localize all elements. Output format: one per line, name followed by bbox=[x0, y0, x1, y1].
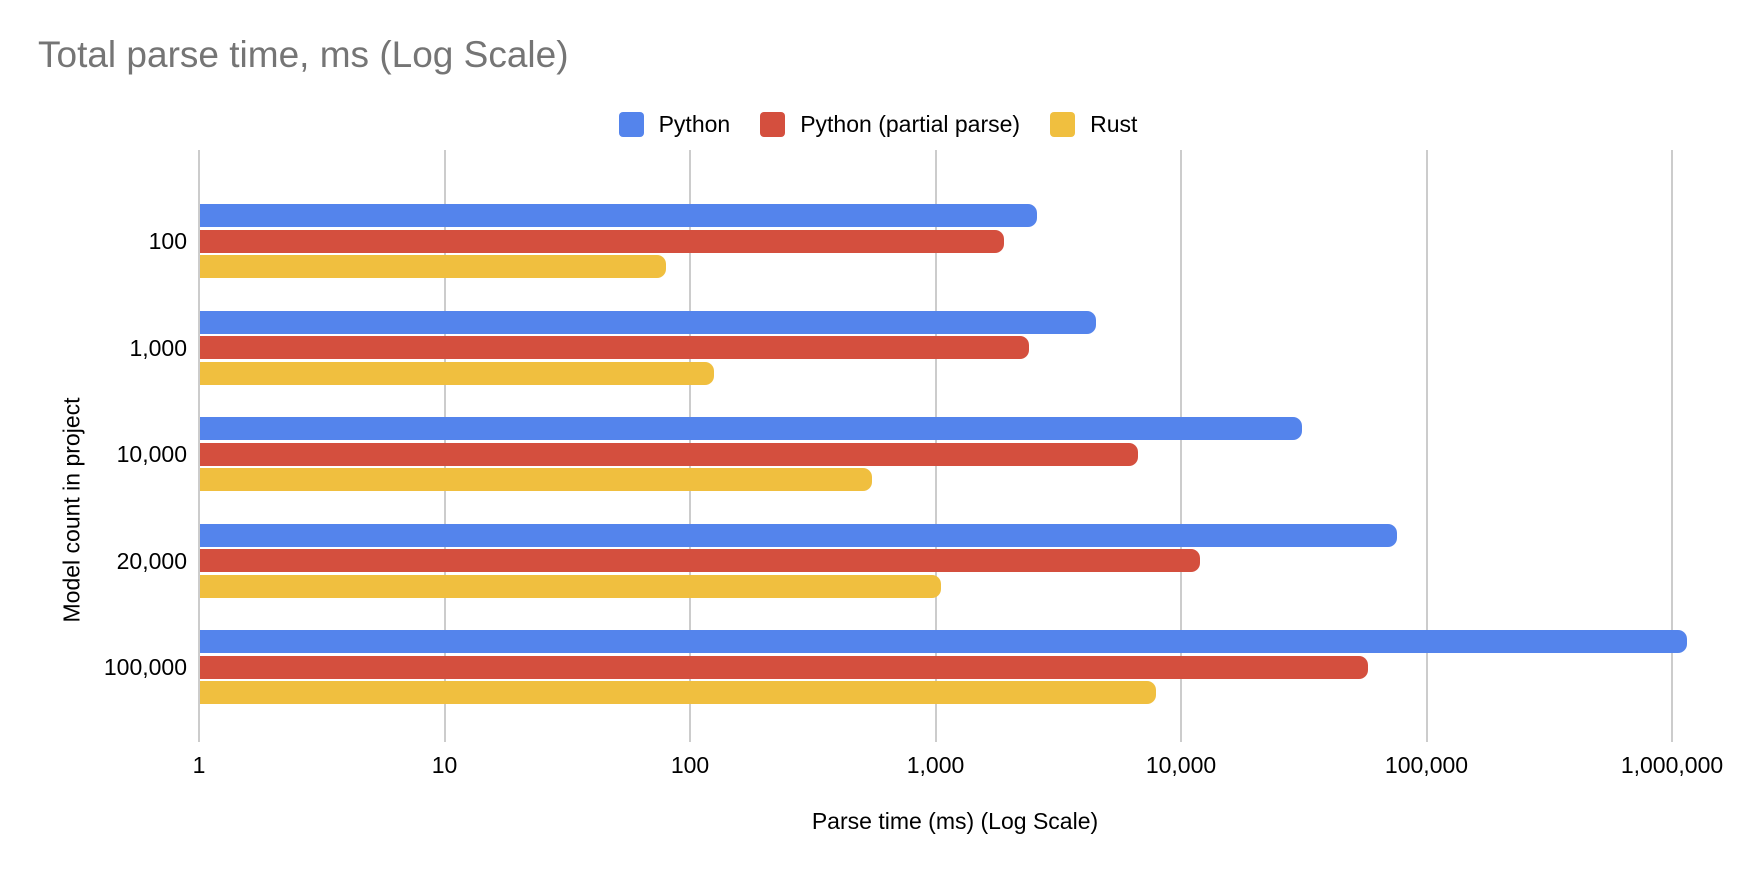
x-tick-label: 1,000 bbox=[906, 752, 965, 778]
x-tick-label: 10 bbox=[431, 752, 458, 778]
legend-item-python-partial-parse: Python (partial parse) bbox=[760, 111, 1020, 138]
gridline bbox=[1671, 150, 1673, 742]
legend: Python Python (partial parse) Rust bbox=[0, 108, 1756, 140]
bar-python-100 bbox=[200, 204, 1038, 227]
bar-rust-20-000 bbox=[200, 574, 941, 598]
legend-swatch-python-partial-parse bbox=[760, 111, 786, 137]
bar-rust-1-000 bbox=[200, 361, 714, 385]
legend-swatch-rust bbox=[1050, 111, 1076, 137]
x-tick-label: 10,000 bbox=[1145, 752, 1217, 778]
gridline bbox=[198, 150, 200, 742]
bar-python-100-000 bbox=[200, 630, 1687, 653]
legend-label: Python (partial parse) bbox=[800, 110, 1021, 137]
gridline bbox=[1425, 150, 1428, 742]
x-tick-label: 1,000,000 bbox=[1620, 752, 1724, 778]
bar-python-20-000 bbox=[200, 523, 1398, 547]
bar-rust-100 bbox=[200, 255, 667, 278]
bar-python-partial-parse-20-000 bbox=[200, 549, 1201, 572]
bar-python-partial-parse-10-000 bbox=[200, 442, 1139, 466]
legend-label: Python bbox=[658, 110, 731, 137]
x-axis-title: Parse time (ms) (Log Scale) bbox=[811, 808, 1099, 834]
y-category-label: 100,000 bbox=[103, 654, 187, 680]
y-category-label: 100 bbox=[148, 228, 187, 254]
legend-swatch-python bbox=[618, 111, 644, 137]
x-tick-label: 100,000 bbox=[1384, 752, 1469, 778]
bar-python-10-000 bbox=[200, 417, 1302, 440]
bar-python-partial-parse-100 bbox=[200, 229, 1004, 253]
legend-item-rust: Rust bbox=[1050, 111, 1137, 138]
chart-title: Total parse time, ms (Log Scale) bbox=[38, 34, 569, 75]
y-category-label: 1,000 bbox=[129, 334, 187, 361]
x-tick-label: 1 bbox=[192, 752, 206, 778]
x-tick-label: 100 bbox=[670, 752, 710, 778]
bar-rust-10-000 bbox=[200, 468, 872, 491]
bar-python-1-000 bbox=[200, 310, 1096, 334]
y-category-label: 20,000 bbox=[116, 547, 187, 574]
legend-label: Rust bbox=[1090, 110, 1138, 137]
bar-python-partial-parse-1-000 bbox=[200, 336, 1029, 359]
gridline bbox=[1180, 150, 1182, 742]
bar-python-partial-parse-100-000 bbox=[200, 655, 1369, 679]
bar-rust-100-000 bbox=[200, 681, 1156, 704]
y-category-label: 10,000 bbox=[116, 441, 187, 467]
legend-item-python: Python bbox=[618, 110, 731, 138]
